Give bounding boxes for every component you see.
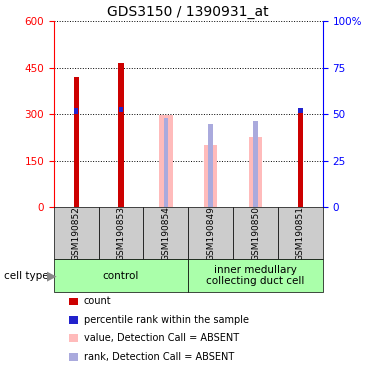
Bar	[118, 63, 124, 207]
Text: count: count	[84, 296, 111, 306]
Text: ▶: ▶	[47, 269, 57, 282]
Bar	[253, 121, 258, 207]
Bar	[298, 111, 303, 207]
Bar	[164, 118, 168, 207]
Bar	[278, 207, 323, 259]
Text: GSM190849: GSM190849	[206, 206, 215, 261]
Bar	[188, 259, 323, 292]
Text: value, Detection Call = ABSENT: value, Detection Call = ABSENT	[84, 333, 239, 343]
Bar	[54, 207, 99, 259]
Text: GSM190853: GSM190853	[116, 206, 125, 261]
Bar	[159, 115, 173, 207]
Bar	[74, 108, 78, 114]
Bar	[119, 107, 123, 113]
Text: cell type: cell type	[4, 270, 48, 281]
Bar	[99, 207, 144, 259]
Text: control: control	[103, 270, 139, 281]
Text: GSM190852: GSM190852	[72, 206, 81, 261]
Text: rank, Detection Call = ABSENT: rank, Detection Call = ABSENT	[84, 352, 234, 362]
Text: GSM190850: GSM190850	[251, 206, 260, 261]
Text: percentile rank within the sample: percentile rank within the sample	[84, 315, 249, 325]
Text: GSM190854: GSM190854	[161, 206, 170, 261]
Bar	[188, 207, 233, 259]
Bar	[144, 207, 188, 259]
Bar	[54, 259, 188, 292]
Title: GDS3150 / 1390931_at: GDS3150 / 1390931_at	[108, 5, 269, 19]
Bar	[204, 145, 217, 207]
Bar	[249, 137, 262, 207]
Bar	[209, 124, 213, 207]
Bar	[233, 207, 278, 259]
Bar	[73, 77, 79, 207]
Text: GSM190851: GSM190851	[296, 206, 305, 261]
Bar	[298, 108, 303, 113]
Text: inner medullary
collecting duct cell: inner medullary collecting duct cell	[206, 265, 305, 286]
